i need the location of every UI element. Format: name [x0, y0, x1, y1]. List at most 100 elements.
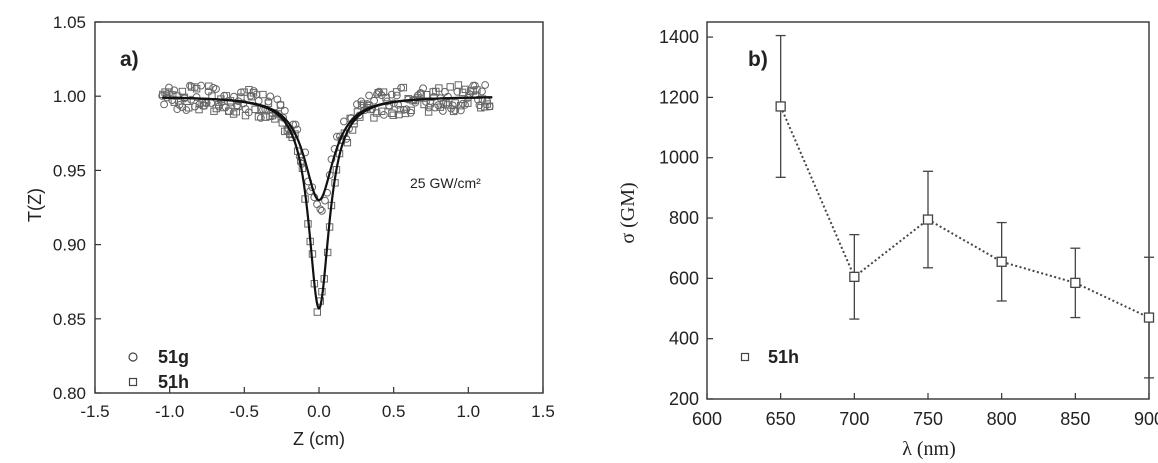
chart-a-point-51h — [343, 138, 352, 147]
chart-b-series — [775, 34, 1155, 379]
chart-b-point — [1143, 312, 1155, 323]
chart-a-point-51h — [485, 102, 494, 110]
chart-a-point-51h — [205, 82, 213, 90]
chart-a-point-51h — [178, 87, 187, 96]
chart-b-x-tick-label: 700 — [839, 409, 869, 429]
chart-b-x-axis-label: λ (nm) — [902, 438, 956, 460]
chart-a-point-51h — [259, 90, 267, 99]
chart-a-point-51h — [388, 109, 396, 117]
chart-a-point-51h — [382, 93, 390, 102]
chart-b-y-axis-label: σ (GM) — [617, 182, 639, 243]
chart-a-point-51h — [444, 101, 452, 109]
chart-b-y-tick-label: 1000 — [659, 148, 699, 168]
chart-a-point-51h — [247, 93, 256, 101]
chart-a-point-51g — [365, 91, 374, 100]
chart-a-point-51h — [190, 83, 199, 91]
chart-a-point-51g — [160, 100, 168, 109]
chart-a-point-51g — [444, 92, 452, 101]
chart-a-point-51h — [417, 90, 425, 98]
chart-a-point-51h — [184, 104, 193, 112]
chart-a-point-51h — [477, 104, 485, 112]
chart-b-y-tick-label: 1200 — [659, 87, 699, 107]
legend-marker-circle — [128, 352, 138, 362]
chart-b-point — [1070, 277, 1081, 289]
chart-a-point-51h — [374, 89, 382, 97]
chart-a-x-tick-label: 1.5 — [531, 402, 555, 421]
chart-a-point-51g — [451, 106, 460, 115]
chart-a-legend-label-2: 51h — [158, 372, 189, 392]
chart-a-y-tick-label: 1.05 — [53, 13, 86, 32]
chart-b-x-tick-label: 650 — [766, 409, 796, 429]
chart-b: 600 650 700 750 800 850 900 200 400 600 800 1000 120… — [617, 21, 1158, 460]
chart-a-point-51h — [264, 99, 273, 107]
chart-b-legend: 51h — [740, 347, 799, 367]
chart-a-point-51g — [438, 107, 447, 115]
chart-a-y-tick-label: 0.90 — [53, 236, 86, 255]
chart-a-point-51h — [461, 85, 470, 94]
chart-a-point-51g — [434, 101, 443, 110]
chart-b-y-tick-label: 400 — [669, 329, 699, 349]
chart-a-point-51h — [426, 99, 434, 108]
chart-a-fit-curves — [162, 96, 493, 310]
chart-a-point-51g — [481, 81, 490, 89]
chart-b-x-tick-label: 800 — [987, 409, 1017, 429]
chart-a-point-51h — [313, 308, 322, 316]
chart-a-point-51g — [471, 81, 479, 90]
chart-a-point-51h — [212, 104, 221, 113]
chart-a-point-51h — [473, 86, 481, 94]
chart-a-y-tick-label: 0.85 — [53, 310, 86, 329]
chart-a-panel-label: a) — [120, 48, 139, 71]
chart-a-point-51g — [212, 85, 220, 93]
chart-a-point-51h — [451, 99, 459, 107]
chart-b-panel-label: b) — [748, 48, 768, 71]
chart-a-point-51g — [192, 93, 201, 101]
chart-a-point-51h — [357, 102, 366, 110]
chart-b-point — [849, 271, 860, 283]
chart-a-point-51h — [464, 99, 472, 107]
chart-a-point-51h — [399, 83, 408, 92]
chart-a-point-51g — [316, 205, 325, 214]
chart-a-point-51g — [321, 196, 329, 205]
chart-a-point-51h — [483, 100, 491, 108]
chart-a-point-51h — [478, 95, 487, 103]
chart-a-annotation: 25 GW/cm² — [410, 175, 481, 191]
chart-a-point-51h — [249, 89, 258, 97]
chart-a-point-51h — [446, 83, 454, 91]
chart-a-legend: 51g 51h — [128, 347, 189, 392]
chart-a-point-51h — [241, 111, 250, 120]
chart-a-point-51g — [256, 114, 265, 122]
chart-a-fit-line-51h — [162, 96, 493, 310]
chart-a-point-51h — [407, 106, 415, 115]
chart-a-point-51h — [396, 106, 405, 114]
legend-marker-square — [740, 352, 750, 362]
chart-b-x-tick-label: 900 — [1134, 409, 1158, 429]
chart-a-point-51h — [234, 102, 242, 111]
chart-a-point-51h — [469, 87, 477, 95]
chart-a-legend-label-1: 51g — [158, 347, 189, 367]
chart-a-point-51g — [317, 206, 326, 215]
chart-a-point-51h — [439, 100, 448, 108]
chart-a-point-51h — [251, 105, 259, 114]
chart-a-x-tick-label: -0.5 — [230, 402, 259, 421]
chart-a-point-51h — [449, 107, 458, 116]
chart-a-point-51h — [389, 111, 397, 119]
chart-a-y-tick-label: 0.80 — [53, 384, 86, 403]
chart-b-y-tick-label: 800 — [669, 208, 699, 228]
chart-a-point-51h — [173, 92, 181, 100]
chart-a-y-axis-label: T(Z) — [25, 188, 45, 222]
chart-a-point-51h — [370, 114, 378, 122]
chart-a-y-tick-label: 1.00 — [53, 87, 86, 106]
legend-marker-square — [128, 377, 138, 387]
chart-a-x-axis-label: Z (cm) — [293, 429, 345, 449]
chart-b-series-line — [779, 106, 1150, 319]
chart-b-x-tick-label: 600 — [692, 409, 722, 429]
chart-a-point-51h — [232, 108, 240, 116]
chart-a-ticks: -1.5 -1.0 -0.5 0.0 0.5 1.0 1.5 0.80 0.85 0.90 0.95… — [53, 13, 555, 421]
chart-a-point-51h — [379, 88, 388, 96]
chart-a-x-tick-label: 0.0 — [307, 402, 331, 421]
chart-a-x-tick-label: -1.0 — [155, 402, 184, 421]
chart-a-point-51h — [454, 81, 463, 89]
chart-b-point — [922, 214, 934, 225]
chart-a-point-51g — [291, 120, 300, 129]
chart-a-point-51g — [182, 106, 191, 114]
